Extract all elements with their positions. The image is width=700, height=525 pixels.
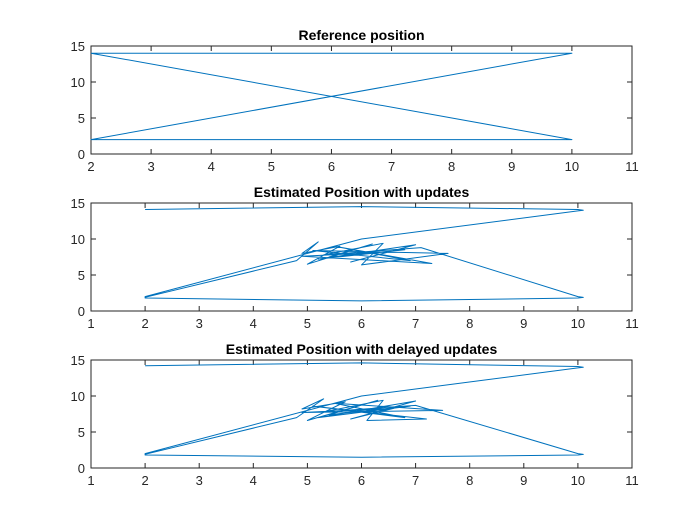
chart-title: Reference position	[298, 27, 424, 43]
x-tick-label: 6	[358, 473, 365, 488]
y-tick-label: 10	[71, 389, 85, 404]
y-tick-label: 5	[78, 268, 85, 283]
y-tick-label: 0	[78, 304, 85, 319]
subplot-2: Estimated Position with updates 1 2 3 4 5 6 7 8 9…	[71, 184, 639, 331]
x-tick-label: 3	[147, 159, 154, 174]
y-tick-label: 0	[78, 147, 85, 162]
chart-title: Estimated Position with updates	[254, 184, 470, 200]
axes-box	[90, 202, 633, 312]
x-tick-label: 9	[508, 159, 515, 174]
axes-box	[90, 45, 633, 155]
y-tick-label: 10	[71, 75, 85, 90]
x-tick-label: 8	[448, 159, 455, 174]
x-tick-label: 10	[571, 473, 585, 488]
x-tick-label: 4	[250, 316, 257, 331]
x-tick-label: 6	[328, 159, 335, 174]
x-tick-label: 5	[304, 316, 311, 331]
x-tick-label: 4	[208, 159, 215, 174]
x-tick-label: 1	[87, 316, 94, 331]
y-tick-label: 15	[71, 353, 85, 368]
subplot-1: Reference position 2 3 4 5 6 7 8 9 10 11 0 5 10 15	[71, 27, 639, 174]
x-tick-label: 6	[358, 316, 365, 331]
series-line-1	[90, 52, 573, 141]
x-tick-label: 3	[196, 473, 203, 488]
x-tick-label: 1	[87, 473, 94, 488]
x-tick-label: 9	[520, 473, 527, 488]
series-line-1	[144, 362, 584, 458]
x-tick-label: 8	[466, 473, 473, 488]
x-tick-label: 7	[412, 473, 419, 488]
series-line-1	[144, 206, 584, 302]
x-tick-label: 5	[304, 473, 311, 488]
x-tick-label: 11	[625, 316, 639, 331]
x-tick-label: 7	[412, 316, 419, 331]
x-tick-label: 9	[520, 316, 527, 331]
x-tick-label: 10	[565, 159, 579, 174]
x-tick-label: 2	[141, 316, 148, 331]
y-tick-label: 10	[71, 232, 85, 247]
x-tick-label: 2	[87, 159, 94, 174]
axes-box	[90, 359, 633, 469]
x-tick-label: 10	[571, 316, 585, 331]
x-tick-label: 3	[196, 316, 203, 331]
chart-title: Estimated Position with delayed updates	[226, 341, 498, 357]
x-tick-label: 5	[268, 159, 275, 174]
x-tick-label: 2	[141, 473, 148, 488]
x-tick-label: 7	[388, 159, 395, 174]
y-tick-label: 5	[78, 425, 85, 440]
y-tick-label: 5	[78, 111, 85, 126]
y-tick-label: 0	[78, 461, 85, 476]
x-tick-label: 8	[466, 316, 473, 331]
y-tick-label: 15	[71, 196, 85, 211]
x-tick-label: 11	[625, 159, 639, 174]
subplot-3: Estimated Position with delayed updates 1…	[71, 341, 639, 488]
x-tick-label: 11	[625, 473, 639, 488]
x-tick-label: 4	[250, 473, 257, 488]
y-tick-label: 15	[71, 39, 85, 54]
